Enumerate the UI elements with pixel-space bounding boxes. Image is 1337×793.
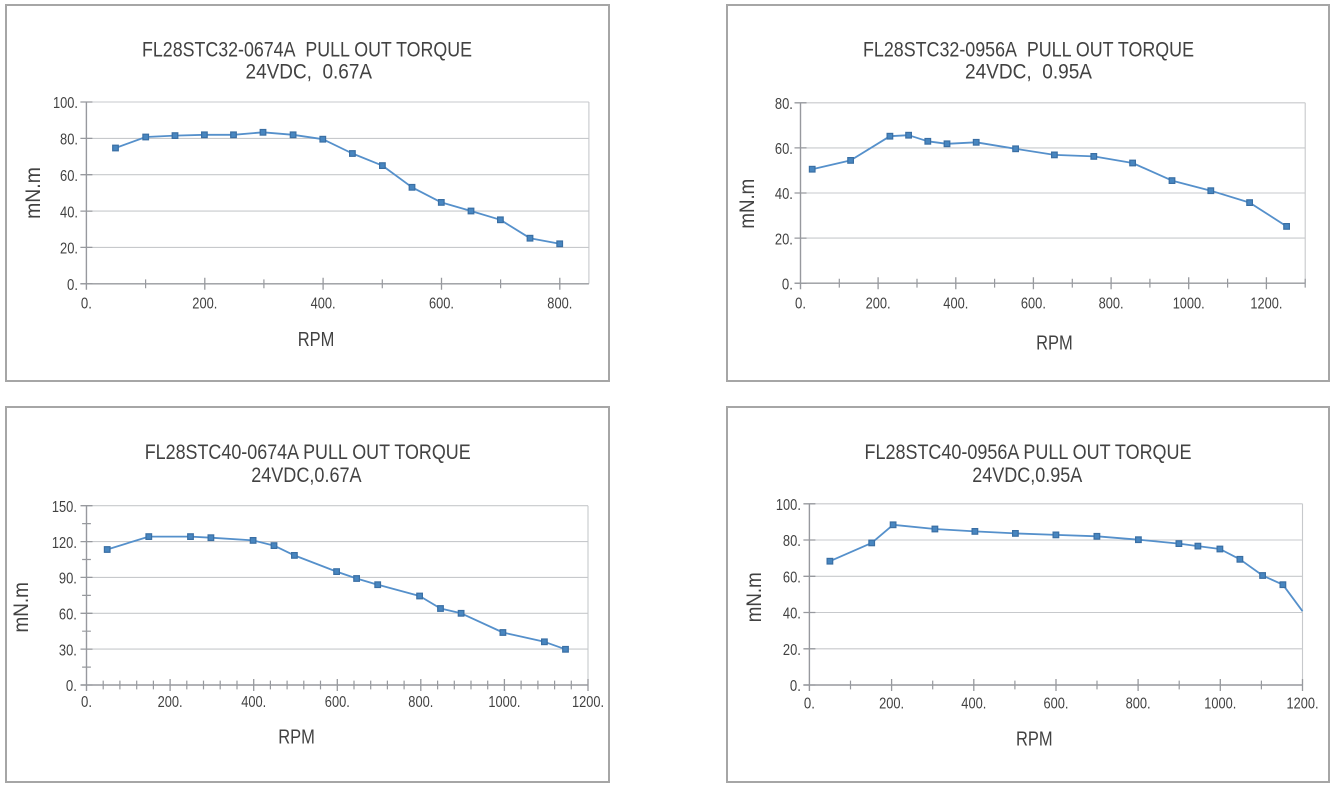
svg-text:90.: 90. — [59, 571, 77, 588]
svg-text:RPM: RPM — [278, 727, 315, 749]
svg-text:RPM: RPM — [1016, 729, 1053, 751]
svg-text:FL28STC32-0956A PULL OUT TORQ: FL28STC32-0956A PULL OUT TORQUE — [863, 39, 1194, 62]
svg-text:0.: 0. — [67, 277, 78, 294]
svg-text:60.: 60. — [59, 607, 77, 624]
svg-text:20.: 20. — [60, 241, 78, 258]
svg-text:40.: 40. — [60, 204, 78, 221]
svg-text:24VDC,0.95A: 24VDC,0.95A — [972, 464, 1082, 487]
svg-text:200.: 200. — [879, 696, 904, 713]
svg-text:800.: 800. — [1099, 296, 1124, 313]
svg-text:60.: 60. — [783, 570, 801, 587]
svg-text:1200.: 1200. — [572, 694, 604, 711]
svg-text:100.: 100. — [53, 95, 78, 112]
svg-text:0.: 0. — [795, 296, 806, 313]
svg-text:60.: 60. — [60, 168, 78, 185]
svg-text:1200.: 1200. — [1287, 696, 1319, 713]
svg-text:RPM: RPM — [298, 329, 335, 351]
svg-text:0.: 0. — [81, 295, 92, 312]
svg-text:0.: 0. — [66, 678, 77, 695]
svg-text:1200.: 1200. — [1250, 296, 1282, 313]
svg-text:FL28STC40-0956A PULL OUT TORQU: FL28STC40-0956A PULL OUT TORQUE — [865, 441, 1192, 464]
svg-text:mN.m: mN.m — [736, 179, 759, 229]
svg-text:FL28STC32-0674A PULL OUT TORQ: FL28STC32-0674A PULL OUT TORQUE — [142, 39, 472, 62]
svg-text:600.: 600. — [429, 295, 454, 312]
svg-text:mN.m: mN.m — [10, 582, 33, 632]
svg-text:20.: 20. — [783, 642, 801, 659]
svg-text:100.: 100. — [776, 497, 801, 514]
svg-text:1000.: 1000. — [1173, 296, 1205, 313]
svg-text:1000.: 1000. — [1204, 696, 1236, 713]
svg-text:24VDC, 0.67A: 24VDC, 0.67A — [246, 60, 373, 83]
svg-text:mN.m: mN.m — [743, 572, 766, 622]
svg-text:20.: 20. — [775, 231, 793, 248]
svg-text:24VDC, 0.95A: 24VDC, 0.95A — [965, 60, 1092, 83]
svg-text:mN.m: mN.m — [22, 167, 45, 219]
svg-text:600.: 600. — [1044, 696, 1069, 713]
svg-text:400.: 400. — [943, 296, 968, 313]
svg-text:600.: 600. — [1021, 296, 1046, 313]
svg-text:80.: 80. — [60, 132, 78, 149]
svg-text:200.: 200. — [866, 296, 891, 313]
svg-text:FL28STC40-0674A PULL OUT TORQU: FL28STC40-0674A PULL OUT TORQUE — [145, 441, 471, 464]
svg-text:800.: 800. — [1126, 696, 1151, 713]
svg-text:80.: 80. — [783, 533, 801, 550]
svg-text:200.: 200. — [158, 694, 183, 711]
svg-text:40.: 40. — [775, 186, 793, 203]
svg-text:800.: 800. — [408, 694, 433, 711]
svg-text:0.: 0. — [804, 696, 815, 713]
svg-text:200.: 200. — [192, 295, 217, 312]
svg-text:800.: 800. — [547, 295, 572, 312]
svg-text:120.: 120. — [52, 535, 77, 552]
svg-text:400.: 400. — [241, 694, 266, 711]
svg-text:24VDC,0.67A: 24VDC,0.67A — [251, 464, 361, 487]
svg-text:400.: 400. — [311, 295, 336, 312]
svg-text:0.: 0. — [81, 694, 92, 711]
svg-text:30.: 30. — [59, 642, 77, 659]
svg-text:400.: 400. — [961, 696, 986, 713]
svg-text:80.: 80. — [775, 96, 793, 113]
svg-text:40.: 40. — [783, 606, 801, 623]
svg-text:60.: 60. — [775, 141, 793, 158]
svg-text:1000.: 1000. — [488, 694, 520, 711]
svg-text:150.: 150. — [52, 499, 77, 516]
svg-text:RPM: RPM — [1036, 333, 1073, 355]
svg-text:0.: 0. — [782, 276, 793, 293]
svg-text:0.: 0. — [790, 678, 801, 695]
svg-text:600.: 600. — [325, 694, 350, 711]
